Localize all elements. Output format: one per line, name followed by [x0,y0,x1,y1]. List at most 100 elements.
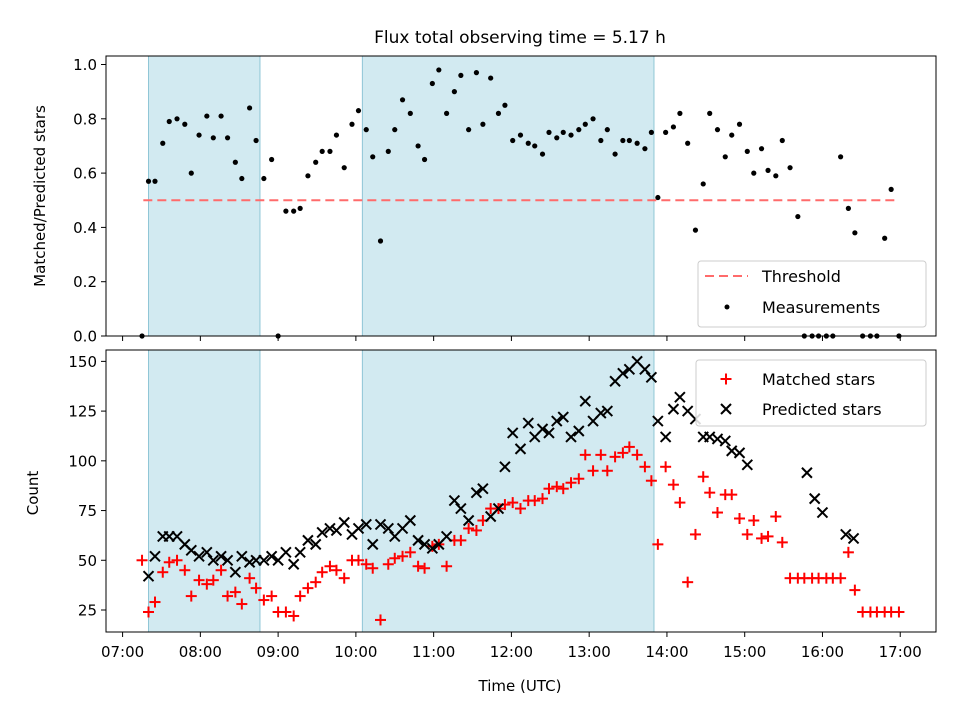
matched-star-point [704,487,716,499]
matched-star-point [244,572,256,584]
matched-star-point [617,447,629,459]
predicted-star-point [565,431,577,443]
matched-star-point [579,449,591,461]
measurement-point [313,159,319,165]
measurement-point [626,137,632,144]
measurement-point [714,127,721,133]
predicted-star-point [801,467,813,479]
measurement-point [517,132,524,138]
count-spans [148,349,655,633]
ratio-y-axis: 0.0 0.2 0.4 0.6 0.8 1.0 [73,56,106,346]
measurement-point [466,127,472,133]
legend-measurements-label: Measurements [762,298,880,317]
predicted-star-point [324,522,336,535]
predicted-star-point [477,482,489,495]
predicted-star-point [309,538,322,551]
measurement-point [247,105,253,111]
matched-star-point [185,590,197,602]
measurement-point [188,170,194,176]
measurement-point [429,80,435,87]
time-tick-label: 16:00 [801,643,844,661]
count-y-tick-label: 25 [78,602,97,620]
time-tick-label: 12:00 [490,643,533,661]
predicted-star-point [142,570,155,582]
predicted-star-point [601,405,614,417]
predicted-star-point [551,415,563,427]
measurement-point [370,154,376,160]
measurement-point [473,70,480,76]
measurement-point [582,121,588,127]
matched-star-point [360,558,372,570]
count-y-tick-label: 75 [78,502,97,520]
legend-predicted-swatch [720,403,732,415]
matched-star-point [258,594,270,606]
matched-star-point [741,528,753,540]
matched-star-point [734,513,746,525]
measurement-point [174,116,180,122]
measurement-point [568,132,574,138]
matched-star-point [455,534,467,546]
measurement-point [736,121,743,127]
ratio-y-tick-label: 0.0 [73,328,97,346]
predicted-star-point [448,494,461,507]
matched-star-point [404,546,416,558]
measurement-point [269,156,275,163]
measurement-point [160,140,166,146]
matched-star-point [565,477,577,489]
measurement-point [261,175,267,182]
time-tick-label: 08:00 [179,643,222,661]
measurement-point [436,67,442,73]
matched-star-point [310,576,322,588]
measurement-point [787,165,793,171]
x-axis-label: Time (UTC) [478,677,562,695]
matched-star-point [207,574,219,586]
measurement-point [253,137,259,144]
time-tick-label: 14:00 [645,643,688,661]
matched-star-point [179,564,191,576]
measurement-point [333,132,340,138]
legend-measurements-swatch [724,304,730,310]
predicted-star-point [149,550,161,563]
predicted-star-point [847,532,860,545]
matched-star-point [324,560,336,572]
matched-star-point [551,481,563,493]
measurement-point [385,148,391,154]
predicted-star-point [374,518,387,531]
ratio-y-tick-label: 0.8 [73,110,97,128]
ratio-y-tick-label: 0.2 [73,273,97,291]
matched-star-point [631,449,643,461]
predicted-star-point [816,506,829,519]
matched-star-point [543,483,555,495]
predicted-star-point [674,391,686,403]
count-matched-points [136,441,905,626]
matched-star-point [529,495,541,507]
measurement-point [232,159,238,165]
matched-star-point [236,598,248,610]
measurement-point [458,72,464,78]
measurement-point [590,116,596,122]
measurement-point [444,110,450,116]
predicted-star-point [185,544,197,557]
predicted-star-point [352,522,365,535]
predicted-star-point [645,371,658,383]
matched-star-point [163,556,175,568]
measurement-point [210,135,216,141]
predicted-star-point [733,447,746,459]
ratio-panel: 0.0 0.2 0.4 0.6 0.8 1.0 Matched/Predicted sta… [31,55,937,346]
measurement-point [838,154,844,160]
time-tick-label: 11:00 [412,643,455,661]
measurement-point [845,205,851,211]
measurement-point [407,110,413,116]
measurement-point [707,110,713,116]
legend-threshold-label: Threshold [761,267,841,286]
matched-star-point [507,497,519,509]
predicted-star-point [557,411,569,423]
predicted-star-point [652,415,664,427]
measurement-point [319,148,325,154]
measurement-point [795,213,801,220]
matched-star-point [136,554,148,566]
matched-star-point [711,507,723,519]
measurement-point [305,173,311,179]
ratio-y-axis-label: Matched/Predicted stars [31,105,49,287]
predicted-star-point [265,550,278,563]
